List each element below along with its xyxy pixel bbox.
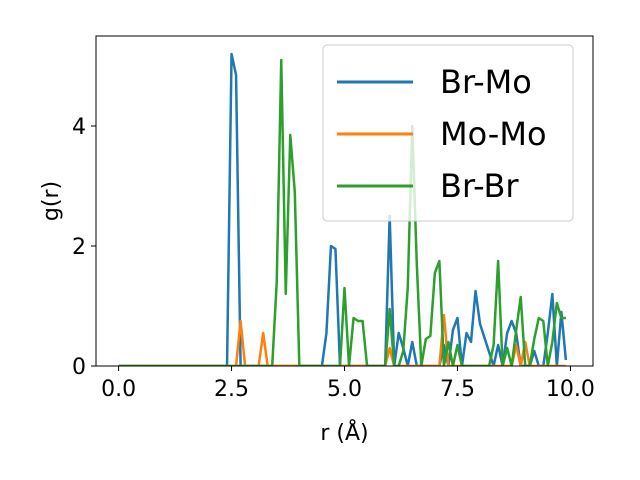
- y-axis-label: g(r): [39, 181, 64, 221]
- y-tick-label: 2: [72, 235, 86, 260]
- series-line-br-mo: [118, 52, 568, 366]
- legend-label-mo-mo: Mo-Mo: [440, 115, 547, 153]
- x-axis-label: r (Å): [320, 419, 368, 446]
- series-line-br-br: [118, 58, 566, 366]
- plot-lines: [118, 52, 568, 366]
- x-tick-label: 0.0: [101, 377, 136, 402]
- x-tick-label: 7.5: [440, 377, 475, 402]
- x-tick-label: 10.0: [546, 377, 595, 402]
- y-axis-ticks: 0 2 4: [72, 115, 96, 380]
- y-tick-label: 0: [72, 355, 86, 380]
- legend: Br-Mo Mo-Mo Br-Br: [322, 44, 574, 222]
- legend-label-br-mo: Br-Mo: [440, 63, 532, 101]
- x-tick-label: 2.5: [214, 377, 249, 402]
- x-axis-ticks: 0.0 2.5 5.0 7.5 10.0: [101, 366, 595, 402]
- legend-box: [322, 44, 574, 222]
- legend-label-br-br: Br-Br: [440, 167, 519, 205]
- y-tick-label: 4: [72, 115, 86, 140]
- x-tick-label: 5.0: [327, 377, 362, 402]
